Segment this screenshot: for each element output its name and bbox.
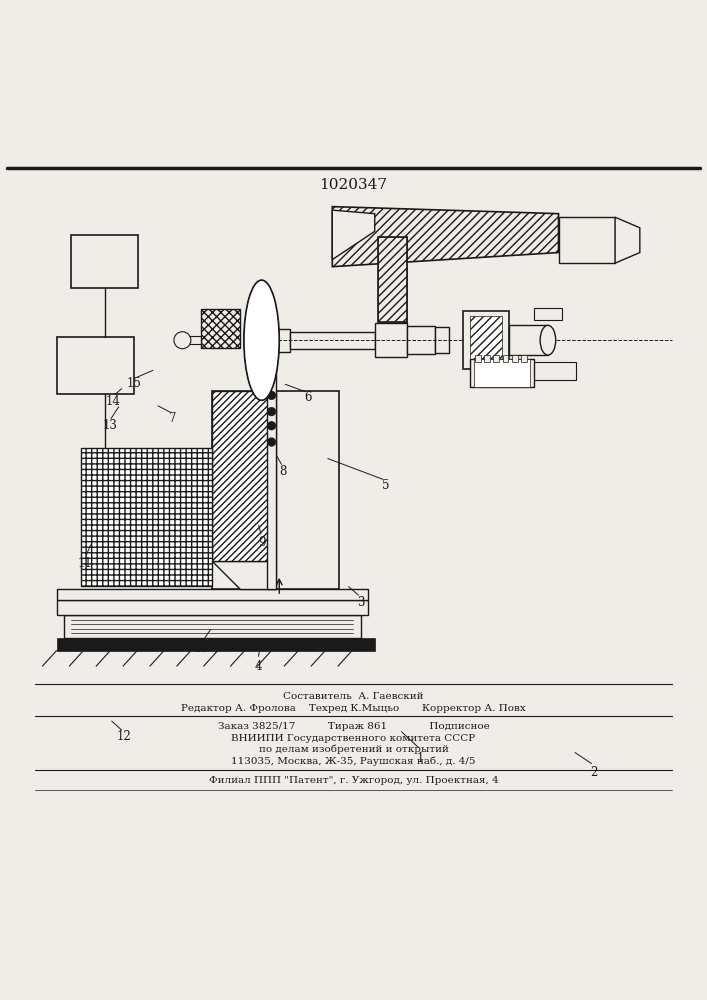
Bar [81,448,212,586]
Polygon shape [212,561,276,589]
Bar [290,332,375,349]
Bar [534,308,562,320]
Ellipse shape [244,280,279,400]
Bar [470,316,502,364]
Bar [475,355,481,362]
Text: 2: 2 [590,766,597,779]
Bar [57,589,368,600]
Text: 10: 10 [194,642,209,655]
Bar [512,355,518,362]
Text: 13: 13 [102,419,117,432]
Circle shape [267,391,276,400]
Text: 9: 9 [258,536,265,549]
Polygon shape [212,391,276,561]
Polygon shape [615,217,640,263]
Text: по делам изобретений и открытий: по делам изобретений и открытий [259,745,448,754]
Bar [530,362,576,380]
Text: 1020347: 1020347 [320,178,387,192]
Text: Редактор А. Фролова    Техред К.Мыцьо       Корректор А. Повх: Редактор А. Фролова Техред К.Мыцьо Корре… [181,704,526,713]
Text: 1: 1 [417,752,424,765]
Text: 3: 3 [357,596,364,609]
Text: 8: 8 [279,465,286,478]
Bar [375,323,407,357]
Bar [368,224,417,237]
Bar [484,355,490,362]
Bar [493,355,499,362]
Text: Заказ 3825/17          Тираж 861             Подписное: Заказ 3825/17 Тираж 861 Подписное [218,722,489,731]
Circle shape [267,438,276,446]
Bar [71,235,138,288]
Bar [64,615,361,638]
Circle shape [174,332,191,349]
Text: ВНИИПИ Государственного комитета СССР: ВНИИПИ Государственного комитета СССР [231,734,476,743]
Bar [212,391,339,589]
Bar [559,217,615,263]
Bar [57,600,368,615]
Text: 12: 12 [117,730,131,743]
Circle shape [267,407,276,416]
Text: 14: 14 [105,395,121,408]
Text: 5: 5 [382,479,389,492]
Ellipse shape [540,325,556,355]
Bar [407,326,435,354]
Text: Составитель  А. Гаевский: Составитель А. Гаевский [284,692,423,701]
Bar [463,311,509,369]
Bar [201,309,240,348]
Bar [57,638,375,651]
Bar [378,237,407,322]
Text: 7: 7 [170,412,177,425]
Text: 11: 11 [78,557,92,570]
Text: 15: 15 [127,377,142,390]
Bar [378,237,407,322]
Bar [470,359,534,387]
Text: Филиал ППП "Патент", г. Ужгород, ул. Проектная, 4: Филиал ППП "Патент", г. Ужгород, ул. Про… [209,776,498,785]
Text: 113035, Москва, Ж-35, Раушская наб., д. 4/5: 113035, Москва, Ж-35, Раушская наб., д. … [231,756,476,766]
Bar [189,336,202,344]
Text: 6: 6 [304,391,311,404]
Bar [521,355,527,362]
Bar [503,355,508,362]
Polygon shape [332,210,375,260]
Circle shape [267,422,276,430]
Bar [267,344,276,589]
Polygon shape [332,207,559,267]
Bar [255,329,290,352]
Bar [474,359,530,387]
Bar [57,337,134,394]
Bar [509,325,548,355]
Bar [435,327,449,353]
Text: 4: 4 [255,660,262,673]
